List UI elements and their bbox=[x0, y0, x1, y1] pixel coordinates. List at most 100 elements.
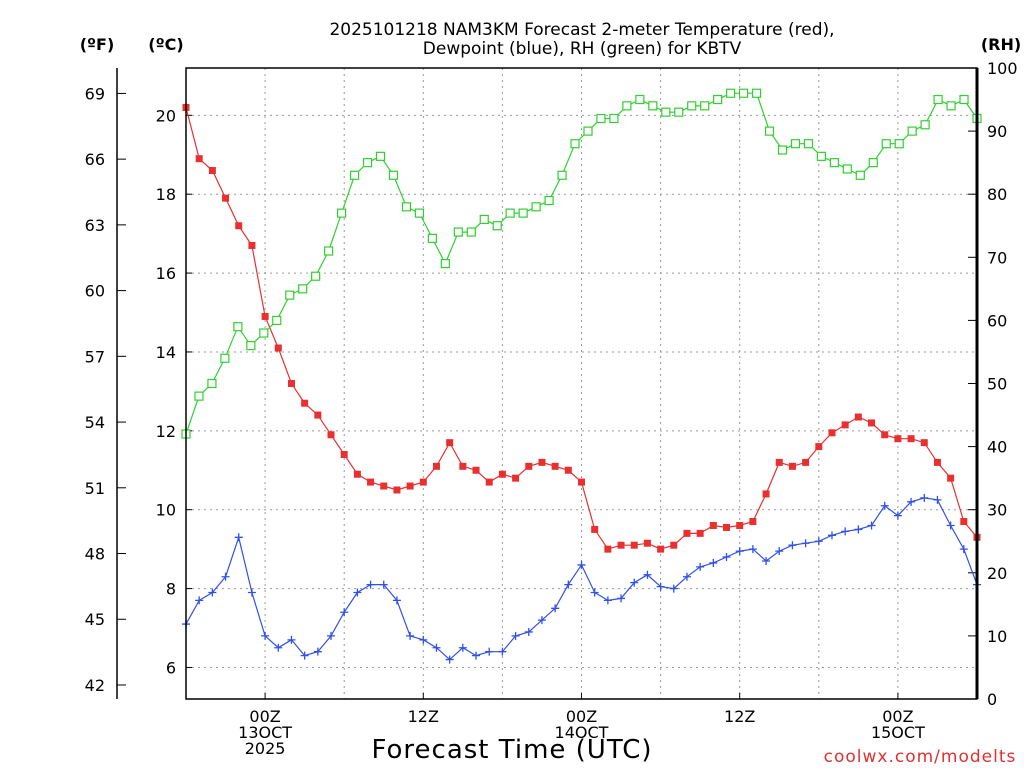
chart-title-line2: Dewpoint (blue), RH (green) for KBTV bbox=[423, 39, 742, 59]
relative-humidity-point bbox=[764, 126, 775, 136]
temperature-point bbox=[749, 518, 757, 526]
temperature-point bbox=[933, 458, 941, 466]
dewpoint-point bbox=[722, 553, 731, 562]
fahrenheit-tick-label: 66 bbox=[85, 150, 105, 169]
temperature-point bbox=[406, 482, 414, 490]
dewpoint-point bbox=[920, 493, 929, 502]
dewpoint-point bbox=[458, 643, 467, 652]
relative-humidity-point bbox=[337, 208, 347, 218]
temperature-point bbox=[617, 541, 625, 549]
temperature-point bbox=[643, 539, 651, 547]
celsius-tick-label: 6 bbox=[166, 658, 176, 677]
dewpoint-point bbox=[748, 545, 757, 554]
relative-humidity-point bbox=[453, 227, 463, 237]
relative-humidity-point bbox=[246, 341, 256, 351]
x-tick-label: 2025 bbox=[245, 739, 286, 758]
dewpoint-point bbox=[472, 651, 481, 660]
temperature-point bbox=[723, 523, 731, 531]
temperature-point bbox=[696, 529, 704, 537]
relative-humidity-point bbox=[362, 158, 373, 168]
relative-humidity-point bbox=[207, 378, 217, 389]
x-tick-label: 00Z bbox=[882, 707, 913, 726]
temperature-point bbox=[762, 490, 770, 498]
temperature-point bbox=[788, 462, 796, 470]
temperature-point bbox=[802, 458, 810, 466]
temperature-point bbox=[907, 435, 915, 443]
relative-humidity-point bbox=[894, 139, 904, 149]
relative-humidity-point bbox=[726, 88, 736, 98]
fahrenheit-tick-label: 69 bbox=[85, 84, 105, 103]
temperature-point bbox=[591, 525, 599, 533]
relative-humidity-point bbox=[881, 139, 891, 149]
temperature-point bbox=[498, 470, 506, 478]
relative-humidity-point bbox=[375, 151, 386, 161]
relative-humidity-point bbox=[959, 94, 969, 105]
temperature-point bbox=[274, 344, 282, 352]
relative-humidity-point bbox=[531, 202, 541, 212]
dewpoint-point bbox=[775, 547, 784, 556]
relative-humidity-point bbox=[492, 221, 502, 231]
temperature-point bbox=[512, 474, 520, 482]
relative-humidity-point bbox=[544, 195, 554, 206]
x-tick-label: 15OCT bbox=[871, 723, 925, 742]
dewpoint-point bbox=[551, 604, 560, 613]
celsius-tick-label: 12 bbox=[156, 422, 176, 441]
rh-tick-label: 80 bbox=[987, 185, 1007, 204]
dewpoint-point bbox=[603, 596, 612, 605]
temperature-point bbox=[393, 486, 401, 494]
rh-tick-label: 60 bbox=[987, 311, 1007, 330]
relative-humidity-point bbox=[427, 233, 437, 243]
temperature-point bbox=[208, 167, 216, 175]
temperature-point bbox=[657, 545, 665, 553]
relative-humidity-point bbox=[479, 214, 489, 225]
dewpoint-point bbox=[696, 562, 705, 571]
temperature-point bbox=[815, 443, 823, 451]
relative-humidity-point bbox=[816, 151, 826, 161]
x-tick-label: 00Z bbox=[249, 707, 280, 726]
x-tick-label: 13OCT bbox=[238, 723, 292, 742]
dewpoint-point bbox=[814, 537, 823, 546]
rh-tick-label: 100 bbox=[987, 59, 1018, 78]
dewpoint-point bbox=[590, 588, 599, 597]
dewpoint-point bbox=[208, 588, 217, 597]
x-tick-label: 14OCT bbox=[555, 723, 609, 742]
fahrenheit-tick-label: 54 bbox=[85, 413, 105, 432]
rh-tick-label: 70 bbox=[987, 248, 1007, 267]
dewpoint-point bbox=[933, 495, 942, 504]
dewpoint-point bbox=[735, 547, 744, 556]
rh-tick-label: 50 bbox=[987, 375, 1007, 394]
temperature-point bbox=[683, 529, 691, 537]
fahrenheit-unit-label: (ºF) bbox=[80, 35, 115, 54]
fahrenheit-tick-label: 60 bbox=[85, 282, 105, 301]
dewpoint-point bbox=[221, 572, 230, 581]
relative-humidity-point bbox=[583, 126, 593, 136]
relative-humidity-point bbox=[674, 107, 684, 117]
temperature-point bbox=[472, 466, 480, 474]
rh-tick-label: 0 bbox=[987, 690, 997, 709]
dewpoint-point bbox=[841, 527, 850, 536]
celsius-tick-label: 20 bbox=[156, 106, 176, 125]
dewpoint-point bbox=[867, 521, 876, 530]
celsius-tick-label: 16 bbox=[156, 264, 176, 283]
temperature-point bbox=[287, 380, 295, 387]
fahrenheit-tick-label: 45 bbox=[85, 610, 105, 629]
dewpoint-point bbox=[656, 582, 665, 591]
relative-humidity-point bbox=[855, 170, 865, 180]
temperature-point bbox=[604, 545, 612, 553]
relative-humidity-point bbox=[933, 94, 943, 105]
temperature-point bbox=[446, 439, 454, 447]
dewpoint-point bbox=[564, 580, 573, 589]
relative-humidity-point bbox=[700, 101, 710, 111]
series-layer bbox=[181, 88, 982, 664]
temperature-point bbox=[380, 482, 388, 490]
dewpoint-point bbox=[880, 501, 889, 510]
relative-humidity-point bbox=[713, 94, 723, 105]
dewpoint-point bbox=[801, 539, 810, 548]
dewpoint-point bbox=[247, 588, 256, 597]
dewpoint-point bbox=[445, 655, 454, 664]
temperature-point bbox=[578, 478, 585, 486]
relative-humidity-point bbox=[414, 208, 425, 218]
temperature-point bbox=[314, 411, 322, 419]
relative-humidity-point bbox=[661, 107, 671, 117]
dewpoint-point bbox=[432, 643, 441, 652]
